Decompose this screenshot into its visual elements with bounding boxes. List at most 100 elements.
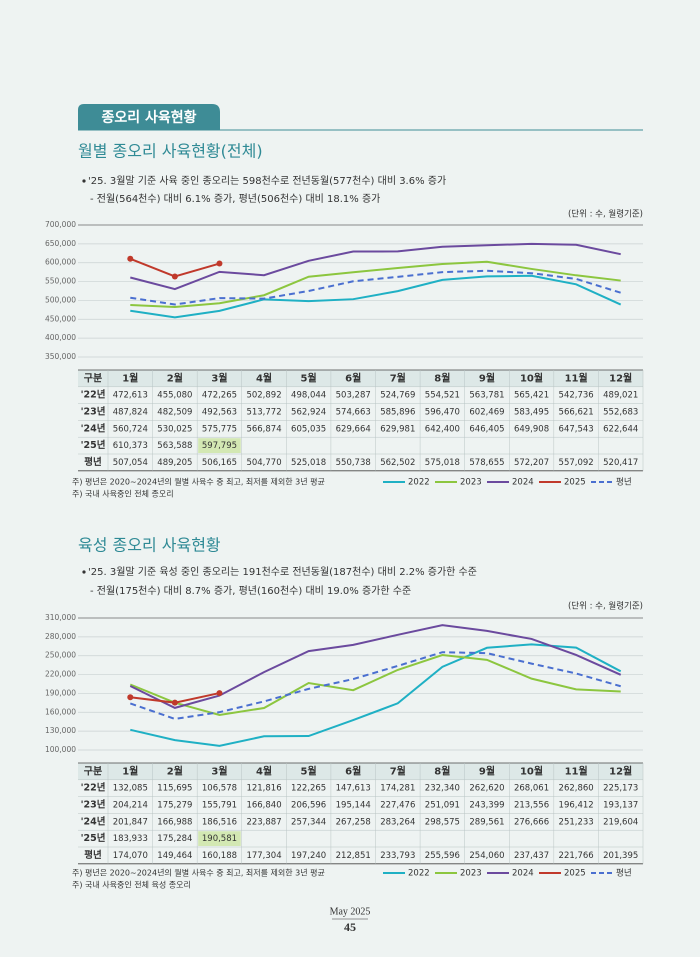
month-header: 7월	[390, 765, 406, 777]
legend-label: 2022	[408, 478, 430, 488]
table-cell: 513,772	[246, 408, 281, 418]
month-header: 2월	[167, 372, 183, 384]
table-cell: 507,054	[113, 458, 148, 468]
row-label: 평년	[84, 849, 101, 861]
table-header: 구분	[84, 765, 102, 777]
table-cell: 572,207	[514, 458, 549, 468]
table-cell: 605,035	[291, 424, 326, 434]
y-tick-label: 130,000	[45, 726, 76, 735]
table-cell: 566,874	[246, 424, 281, 434]
table-cell: 578,655	[469, 458, 504, 468]
table-cell: 160,188	[202, 851, 237, 861]
legend-label: 2023	[460, 478, 482, 488]
month-header: 11월	[565, 372, 588, 384]
footer-month: May 2025	[330, 906, 371, 917]
table-cell: 566,621	[559, 408, 594, 418]
series-line	[130, 260, 621, 309]
table-cell: 647,543	[559, 424, 594, 434]
table-cell: 622,644	[603, 424, 638, 434]
table-cell: 221,766	[559, 851, 594, 861]
table-header: 구분	[84, 372, 102, 384]
month-header: 9월	[479, 765, 495, 777]
month-header: 12월	[609, 372, 632, 384]
y-tick-label: 190,000	[45, 688, 76, 697]
table-cell: 175,284	[157, 834, 192, 844]
month-header: 8월	[434, 765, 450, 777]
footnote: 주) 국내 사육중인 전체 육성 종오리	[72, 880, 191, 890]
table-cell: 298,575	[425, 817, 460, 827]
table-cell: 237,437	[514, 851, 549, 861]
table-cell: 201,395	[603, 851, 638, 861]
table-cell: 552,683	[603, 408, 638, 418]
table-cell: 642,400	[425, 424, 460, 434]
row-label: '23년	[81, 406, 106, 418]
table-cell: 472,613	[113, 391, 148, 401]
month-header: 8월	[434, 372, 450, 384]
month-header: 10월	[520, 765, 543, 777]
table-cell: 520,417	[603, 458, 638, 468]
highlight-cell	[198, 438, 241, 453]
table-cell: 166,988	[157, 817, 192, 827]
y-tick-label: 500,000	[45, 295, 76, 304]
bullet-dot	[82, 179, 86, 183]
series-line	[130, 643, 622, 747]
month-header: 1월	[122, 372, 138, 384]
row-label: '25년	[81, 439, 106, 451]
bullet-text: - 전월(175천수) 대비 8.7% 증가, 평년(160천수) 대비 19.…	[90, 585, 411, 597]
bullet-text: - 전월(564천수) 대비 6.1% 증가, 평년(506천수) 대비 18.…	[90, 193, 380, 205]
table-cell: 530,025	[157, 424, 192, 434]
table-cell: 504,770	[246, 458, 281, 468]
row-label: 평년	[84, 456, 101, 468]
month-header: 10월	[520, 372, 543, 384]
table-cell: 550,738	[336, 458, 371, 468]
unit-note: (단위 : 수, 월령기준)	[568, 601, 643, 612]
row-label: '22년	[81, 782, 106, 794]
series-line	[129, 624, 622, 709]
y-tick-label: 450,000	[45, 314, 76, 323]
month-header: 12월	[609, 765, 632, 777]
y-tick-label: 280,000	[45, 632, 76, 641]
table-cell: 557,092	[559, 458, 594, 468]
table-cell: 482,509	[157, 408, 192, 418]
table-cell: 575,018	[425, 458, 460, 468]
table-cell: 219,604	[603, 817, 638, 827]
table-cell: 560,724	[113, 424, 148, 434]
table-cell: 487,824	[113, 408, 148, 418]
series-line	[130, 274, 622, 319]
row-label: '23년	[81, 799, 106, 811]
table-cell: 562,502	[380, 458, 415, 468]
y-tick-label: 220,000	[45, 670, 76, 679]
y-tick-label: 310,000	[45, 613, 76, 622]
table-cell: 212,851	[336, 851, 371, 861]
legend-label: 2025	[564, 478, 586, 488]
table-cell: 498,044	[291, 391, 326, 401]
legend-label: 2025	[564, 869, 586, 879]
table-cell: 276,666	[514, 817, 549, 827]
month-header: 4월	[256, 765, 272, 777]
table-cell: 186,516	[202, 817, 237, 827]
table-cell: 502,892	[246, 391, 281, 401]
legend-label: 평년	[616, 868, 632, 879]
table-cell: 166,840	[246, 801, 281, 811]
table-cell: 175,279	[157, 801, 192, 811]
y-tick-label: 550,000	[45, 277, 76, 286]
table-cell: 262,860	[559, 784, 594, 794]
table-cell: 583,495	[514, 408, 549, 418]
bullet-dot	[82, 570, 86, 574]
table-cell: 121,816	[246, 784, 281, 794]
table-cell: 213,556	[514, 801, 549, 811]
table-cell: 254,060	[469, 851, 504, 861]
series-marker	[127, 694, 134, 701]
table-cell: 525,018	[291, 458, 326, 468]
table-cell: 197,240	[291, 851, 326, 861]
table-cell: 472,265	[202, 391, 237, 401]
table-cell: 147,613	[336, 784, 371, 794]
y-tick-label: 350,000	[45, 352, 76, 361]
table-cell: 115,695	[157, 784, 192, 794]
table-cell: 183,933	[113, 834, 148, 844]
row-label: '24년	[81, 422, 106, 434]
table-cell: 223,887	[246, 817, 281, 827]
table-cell: 132,085	[113, 784, 148, 794]
table-cell: 149,464	[157, 851, 192, 861]
